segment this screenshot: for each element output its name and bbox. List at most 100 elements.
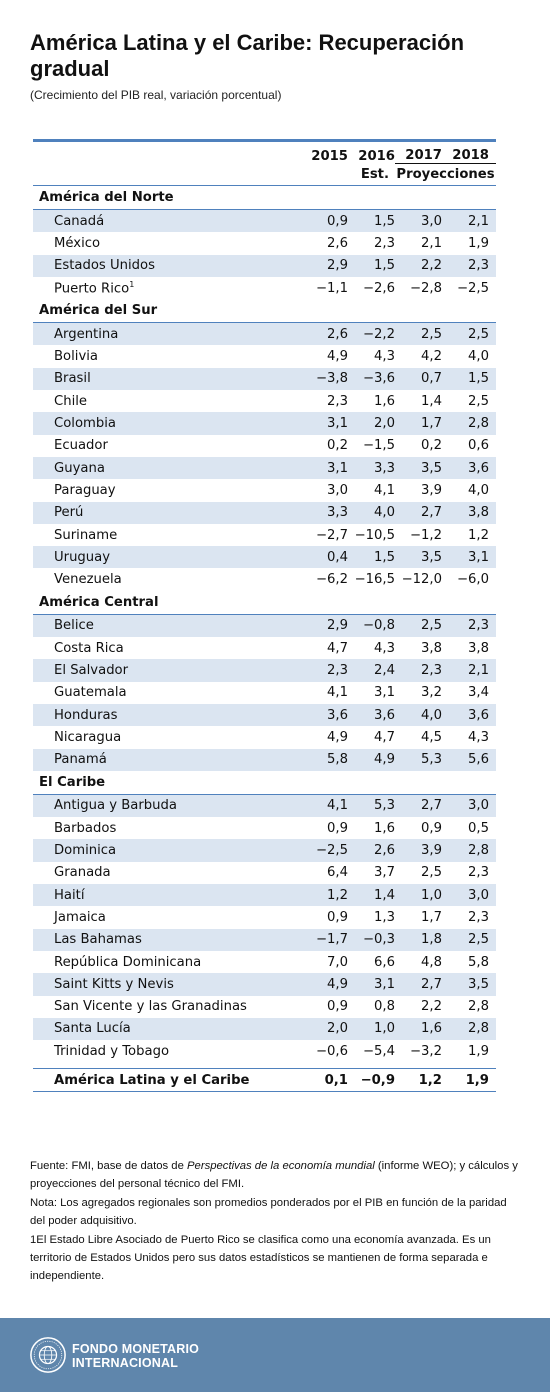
country-label: Brasil	[54, 371, 91, 387]
country-label: Bolivia	[54, 349, 98, 365]
table-row: Bolivia 4,9 4,3 4,2 4,0	[33, 345, 496, 367]
value-cell-2018: 2,8	[468, 999, 489, 1015]
value-cell-2017: 3,5	[421, 460, 442, 476]
value-cell-2016: −3,6	[362, 371, 395, 387]
value-cell-2017: 4,2	[421, 349, 442, 365]
value-cell-2016: −0,8	[362, 618, 395, 634]
value-cell-2017: 3,2	[421, 685, 442, 701]
country-label: Costa Rica	[54, 640, 124, 656]
value-cell-2017: 4,8	[421, 954, 442, 970]
table-row: Canadá 0,9 1,5 3,0 2,1	[33, 210, 496, 233]
value-cell-2015: −2,5	[315, 843, 348, 859]
value-cell-2018: 3,0	[468, 798, 489, 814]
value-cell-2017: 1,0	[421, 887, 442, 903]
country-label: Granada	[54, 865, 111, 881]
value-cell-2015: 2,3	[327, 393, 348, 409]
value-cell-2015: 7,0	[327, 954, 348, 970]
value-cell-2018: 3,5	[468, 976, 489, 992]
value-cell-2015: 4,9	[327, 976, 348, 992]
table-row: Barbados 0,9 1,6 0,9 0,5	[33, 817, 496, 839]
value-cell-2017: 1,7	[421, 909, 442, 925]
value-cell-2018: 2,5	[468, 326, 489, 342]
value-cell-2016: 1,3	[374, 909, 395, 925]
value-cell-2016: 3,1	[374, 976, 395, 992]
growth-table: 2015 2016 2017 2018 Est. Proyecciones Am…	[33, 139, 496, 1093]
table-row: Argentina 2,6 −2,2 2,5 2,5	[33, 323, 496, 346]
country-label: Perú	[54, 505, 84, 521]
value-cell-2018: 2,5	[468, 932, 489, 948]
table-row: Ecuador 0,2 −1,5 0,2 0,6	[33, 435, 496, 457]
source-note: Fuente: FMI, base de datos de Perspectiv…	[30, 1160, 518, 1191]
footnote-1: 1El Estado Libre Asociado de Puerto Rico…	[30, 1233, 491, 1283]
country-label: Jamaica	[54, 909, 106, 925]
table-row: Paraguay 3,0 4,1 3,9 4,0	[33, 479, 496, 501]
total-value-2018: 1,9	[465, 1072, 489, 1088]
country-label: Venezuela	[54, 572, 122, 588]
value-cell-2017: 1,6	[421, 1021, 442, 1037]
value-cell-2017: 2,3	[421, 662, 442, 678]
value-cell-2017: −12,0	[401, 572, 442, 588]
value-cell-2017: 2,5	[421, 618, 442, 634]
total-label: América Latina y el Caribe	[54, 1072, 250, 1088]
table-row: Saint Kitts y Nevis 4,9 3,1 2,7 3,5	[33, 973, 496, 996]
value-cell-2018: −2,5	[456, 280, 489, 296]
country-label: Puerto Rico1	[54, 279, 135, 297]
table-top-rule	[33, 139, 496, 142]
value-cell-2016: 4,1	[374, 482, 395, 498]
country-label: Canadá	[54, 213, 105, 229]
value-cell-2018: 1,9	[468, 235, 489, 251]
country-label: Belice	[54, 618, 94, 634]
value-cell-2017: −3,2	[409, 1043, 442, 1059]
value-cell-2018: 3,6	[468, 707, 489, 723]
table-row: Colombia 3,1 2,0 1,7 2,8	[33, 412, 496, 435]
value-cell-2015: 4,1	[327, 685, 348, 701]
table-row: República Dominicana 7,0 6,6 4,8 5,8	[33, 951, 496, 973]
country-label: Saint Kitts y Nevis	[54, 976, 174, 992]
table-row: Las Bahamas −1,7 −0,3 1,8 2,5	[33, 928, 496, 951]
table-row: Uruguay 0,4 1,5 3,5 3,1	[33, 546, 496, 569]
value-cell-2016: 4,0	[374, 505, 395, 521]
value-cell-2017: 2,7	[421, 505, 442, 521]
value-cell-2018: 4,0	[468, 482, 489, 498]
value-cell-2017: 0,2	[421, 438, 442, 454]
page-title: América Latina y el Caribe: Recuperación…	[30, 30, 465, 81]
year-header-2015: 2015	[311, 149, 348, 164]
region-header: América del Sur	[33, 299, 496, 324]
value-cell-2015: 6,4	[327, 865, 348, 881]
value-cell-2018: 5,6	[468, 752, 489, 768]
value-cell-2015: 2,0	[327, 1021, 348, 1037]
value-cell-2016: −1,5	[362, 438, 395, 454]
value-cell-2016: 1,4	[374, 887, 395, 903]
imf-brand: FONDO MONETARIO INTERNACIONAL	[72, 1342, 200, 1370]
value-cell-2018: 5,8	[468, 954, 489, 970]
region-header: El Caribe	[33, 771, 496, 795]
total-row: América Latina y el Caribe 0,1 −0,9 1,2 …	[33, 1068, 496, 1093]
value-cell-2017: 1,4	[421, 393, 442, 409]
imf-seal-icon	[30, 1337, 66, 1373]
value-cell-2015: 0,9	[327, 820, 348, 836]
country-label: Uruguay	[54, 549, 111, 565]
table-row: Guatemala 4,1 3,1 3,2 3,4	[33, 682, 496, 704]
table-row: Puerto Rico1 −1,1 −2,6 −2,8 −2,5	[33, 277, 496, 299]
value-cell-2018: 1,9	[468, 1043, 489, 1059]
country-label: Honduras	[54, 707, 118, 723]
value-cell-2018: 3,8	[468, 505, 489, 521]
notes: Fuente: FMI, base de datos de Perspectiv…	[30, 1157, 524, 1286]
value-cell-2018: 2,8	[468, 1021, 489, 1037]
value-cell-2016: 3,7	[374, 865, 395, 881]
value-cell-2018: 2,3	[468, 909, 489, 925]
value-cell-2017: 3,5	[421, 549, 442, 565]
value-cell-2017: −1,2	[409, 527, 442, 543]
value-cell-2017: 1,8	[421, 932, 442, 948]
value-cell-2016: 1,5	[374, 549, 395, 565]
table-row: Costa Rica 4,7 4,3 3,8 3,8	[33, 637, 496, 659]
country-label: Paraguay	[54, 482, 116, 498]
table-row: Suriname −2,7 −10,5 −1,2 1,2	[33, 524, 496, 546]
table-row: Antigua y Barbuda 4,1 5,3 2,7 3,0	[33, 794, 496, 818]
table-row: Panamá 5,8 4,9 5,3 5,6	[33, 748, 496, 771]
country-label: Dominica	[54, 843, 117, 859]
value-cell-2018: 3,1	[468, 549, 489, 565]
value-cell-2016: −16,5	[354, 572, 395, 588]
value-cell-2017: 2,2	[421, 258, 442, 274]
value-cell-2018: −6,0	[456, 572, 489, 588]
